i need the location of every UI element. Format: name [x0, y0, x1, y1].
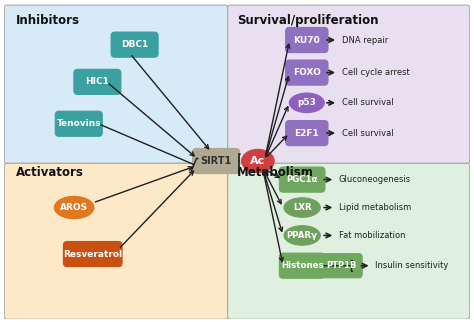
Text: Fat mobilization: Fat mobilization — [339, 231, 405, 240]
FancyBboxPatch shape — [286, 120, 328, 146]
Text: Cell survival: Cell survival — [342, 98, 393, 107]
FancyBboxPatch shape — [279, 167, 325, 192]
Text: LXR: LXR — [293, 203, 311, 212]
Text: KU70: KU70 — [293, 35, 320, 44]
Ellipse shape — [289, 93, 324, 113]
Text: PGC1α: PGC1α — [286, 175, 318, 184]
Text: AROS: AROS — [60, 203, 88, 212]
Text: Activators: Activators — [16, 166, 84, 179]
Text: Cell cycle arrest: Cell cycle arrest — [342, 68, 410, 77]
Text: PPARγ: PPARγ — [287, 231, 318, 240]
FancyBboxPatch shape — [4, 163, 228, 319]
FancyBboxPatch shape — [74, 69, 121, 94]
FancyBboxPatch shape — [4, 5, 228, 163]
FancyBboxPatch shape — [321, 254, 362, 278]
FancyBboxPatch shape — [55, 111, 102, 136]
FancyBboxPatch shape — [192, 148, 239, 174]
Text: Cell survival: Cell survival — [342, 128, 393, 137]
Text: p53: p53 — [297, 98, 316, 107]
Ellipse shape — [284, 198, 320, 217]
FancyBboxPatch shape — [228, 163, 470, 319]
Text: Metabolism: Metabolism — [237, 166, 314, 179]
Text: SIRT1: SIRT1 — [201, 156, 232, 166]
Ellipse shape — [284, 226, 320, 245]
FancyBboxPatch shape — [111, 32, 158, 57]
Ellipse shape — [55, 196, 94, 219]
Text: Ac: Ac — [250, 156, 265, 166]
Text: HIC1: HIC1 — [85, 77, 109, 86]
Text: Survival/proliferation: Survival/proliferation — [237, 14, 379, 27]
Text: Insulin sensitivity: Insulin sensitivity — [375, 261, 448, 270]
Text: FOXO: FOXO — [293, 68, 321, 77]
FancyBboxPatch shape — [286, 60, 328, 85]
Text: Histones: Histones — [281, 261, 323, 270]
Text: Tenovins: Tenovins — [56, 119, 101, 128]
FancyBboxPatch shape — [279, 253, 325, 278]
FancyBboxPatch shape — [64, 242, 122, 267]
Ellipse shape — [242, 149, 274, 173]
Text: DNA repair: DNA repair — [342, 35, 388, 44]
Text: Resveratrol: Resveratrol — [63, 250, 122, 259]
Text: Gluconeogenesis: Gluconeogenesis — [339, 175, 411, 184]
Text: Lipid metabolism: Lipid metabolism — [339, 203, 411, 212]
FancyBboxPatch shape — [286, 27, 328, 52]
Text: PTP1B: PTP1B — [327, 261, 357, 270]
FancyBboxPatch shape — [228, 5, 470, 163]
Text: DBC1: DBC1 — [121, 40, 148, 49]
Text: E2F1: E2F1 — [294, 128, 319, 137]
Text: Inhibitors: Inhibitors — [16, 14, 80, 27]
